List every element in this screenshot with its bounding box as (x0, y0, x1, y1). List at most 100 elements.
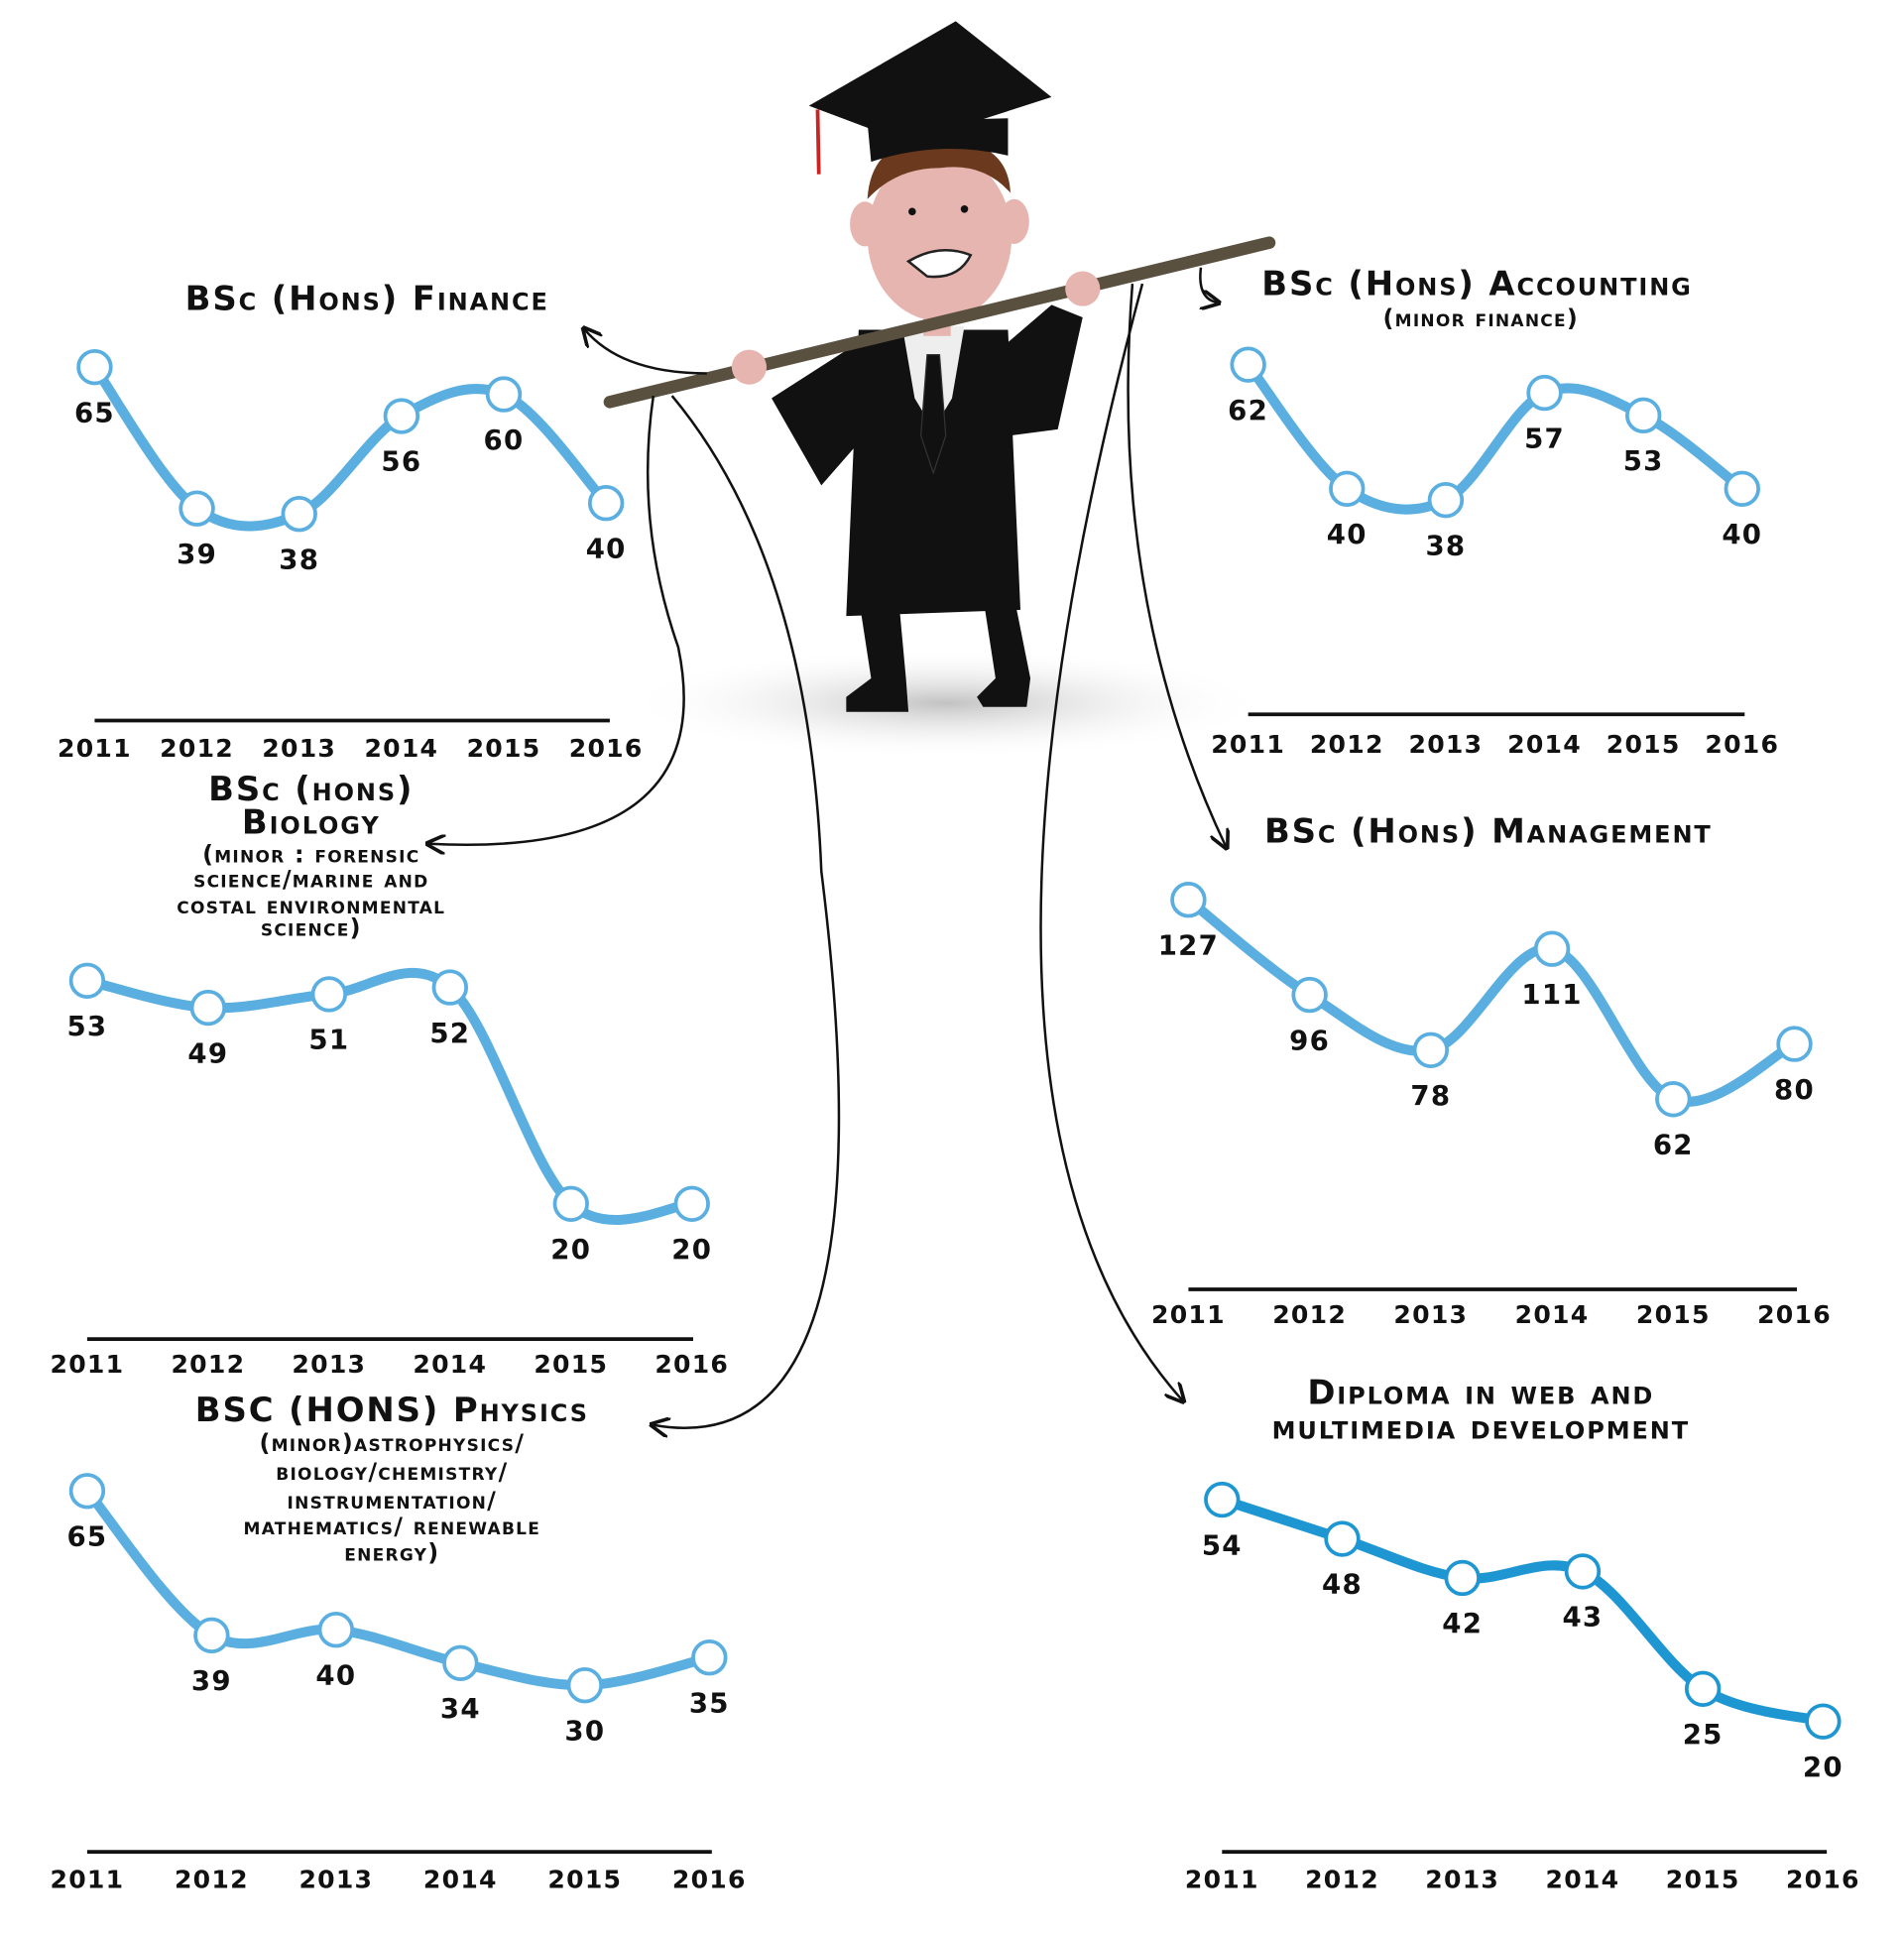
data-point (68, 962, 106, 999)
data-label: 111 (1521, 978, 1582, 1011)
x-tick-label: 2013 (1408, 730, 1483, 759)
x-tick-label: 2014 (1507, 730, 1582, 759)
chart-subtitle: instrumentation/ (288, 1487, 498, 1515)
data-label: 34 (440, 1692, 481, 1725)
x-tick-label: 2011 (50, 1350, 124, 1379)
data-label: 25 (1683, 1718, 1724, 1751)
x-tick-label: 2012 (171, 1350, 245, 1379)
chart-title: BSc (Hons) Management (1264, 812, 1713, 851)
data-point (1724, 470, 1761, 507)
x-tick-label: 2011 (1211, 730, 1285, 759)
data-point (691, 1639, 728, 1676)
series-line (1243, 359, 1747, 515)
data-point (1526, 374, 1563, 412)
data-point (1412, 1031, 1450, 1068)
data-label: 43 (1562, 1601, 1603, 1634)
data-point (1204, 1481, 1241, 1518)
chart-subtitle: mathematics/ renewable (244, 1513, 541, 1540)
data-point (178, 490, 215, 527)
x-tick-label: 2014 (413, 1350, 487, 1379)
chart-subtitle: costal environmental (177, 892, 445, 919)
chart-subtitle: (minor finance) (1383, 304, 1580, 332)
series-line (89, 362, 612, 532)
data-point (1776, 1026, 1813, 1062)
data-label: 53 (1623, 444, 1664, 477)
data-point (1329, 470, 1366, 507)
data-label: 40 (586, 532, 627, 564)
data-label: 52 (429, 1017, 470, 1049)
data-label: 53 (66, 1010, 107, 1042)
chart-finance: BSc (Hons) Finance 65 2011 39 2012 38 2013 56 20… (58, 279, 642, 763)
chart-subtitle: energy) (344, 1539, 439, 1567)
data-point (1655, 1081, 1692, 1118)
connector-arrows (429, 267, 1226, 1428)
chart-subtitle: science/marine and (193, 866, 428, 894)
data-label: 62 (1228, 394, 1268, 426)
x-tick-label: 2015 (547, 1866, 622, 1894)
data-point (76, 348, 113, 386)
series-line (1217, 1495, 1829, 1727)
data-label: 54 (1202, 1528, 1243, 1561)
chart-physics: BSC (HONS) Physics(minor)astrophysics/bi… (50, 1391, 747, 1894)
chart-biology: BSc (hons)Biology(minor : forensicscienc… (50, 770, 729, 1379)
chart-subtitle: science) (261, 914, 362, 942)
data-label: 39 (177, 538, 217, 570)
data-label: 42 (1442, 1607, 1483, 1639)
chart-title: BSc (Hons) Finance (185, 279, 549, 317)
data-label: 35 (689, 1686, 730, 1719)
data-point (1170, 882, 1207, 918)
data-label: 40 (1722, 518, 1762, 550)
x-tick-label: 2014 (423, 1866, 498, 1894)
series-line (1183, 895, 1800, 1107)
data-point (552, 1185, 589, 1223)
data-point (310, 976, 348, 1013)
data-label: 30 (564, 1714, 605, 1747)
data-label: 39 (191, 1664, 232, 1697)
data-label: 38 (1425, 529, 1466, 561)
x-tick-label: 2015 (1666, 1866, 1740, 1894)
data-label: 20 (1803, 1751, 1844, 1783)
data-point (1324, 1520, 1361, 1557)
data-label: 60 (484, 424, 525, 456)
chart-title: Biology (242, 803, 381, 842)
x-tick-label: 2012 (1272, 1300, 1347, 1329)
x-tick-label: 2011 (1151, 1300, 1226, 1329)
data-point (1533, 930, 1571, 967)
data-label: 40 (1327, 518, 1368, 550)
x-tick-label: 2015 (1606, 730, 1681, 759)
graduate-illustration (603, 21, 1276, 760)
chart-title: BSc (hons) (208, 770, 414, 808)
x-tick-label: 2016 (1705, 730, 1779, 759)
data-point (1427, 481, 1465, 519)
x-tick-label: 2011 (1185, 1866, 1259, 1894)
x-tick-label: 2016 (672, 1866, 747, 1894)
data-label: 65 (66, 1519, 107, 1552)
x-tick-label: 2014 (1546, 1866, 1620, 1894)
data-point (1230, 346, 1266, 383)
x-tick-label: 2015 (534, 1350, 608, 1379)
x-tick-label: 2016 (1757, 1300, 1832, 1329)
data-label: 40 (315, 1658, 356, 1691)
x-tick-label: 2016 (654, 1350, 729, 1379)
x-tick-label: 2013 (262, 734, 336, 763)
data-point (673, 1185, 710, 1223)
x-tick-label: 2014 (364, 734, 438, 763)
x-tick-label: 2013 (1393, 1300, 1468, 1329)
chart-accounting: BSc (Hons) Accounting(minor finance) 62 20… (1211, 264, 1779, 759)
x-tick-label: 2011 (50, 1866, 124, 1894)
data-point (485, 376, 523, 413)
chart-title: multimedia development (1272, 1408, 1690, 1447)
x-tick-label: 2012 (175, 1866, 249, 1894)
data-label: 78 (1410, 1079, 1451, 1112)
x-tick-label: 2015 (467, 734, 541, 763)
data-point (193, 1617, 230, 1654)
x-tick-label: 2015 (1636, 1300, 1711, 1329)
x-tick-label: 2011 (58, 734, 132, 763)
data-label: 49 (187, 1036, 228, 1069)
data-point (189, 989, 227, 1027)
data-label: 96 (1289, 1024, 1330, 1056)
data-label: 38 (279, 543, 319, 575)
data-label: 65 (74, 396, 115, 428)
